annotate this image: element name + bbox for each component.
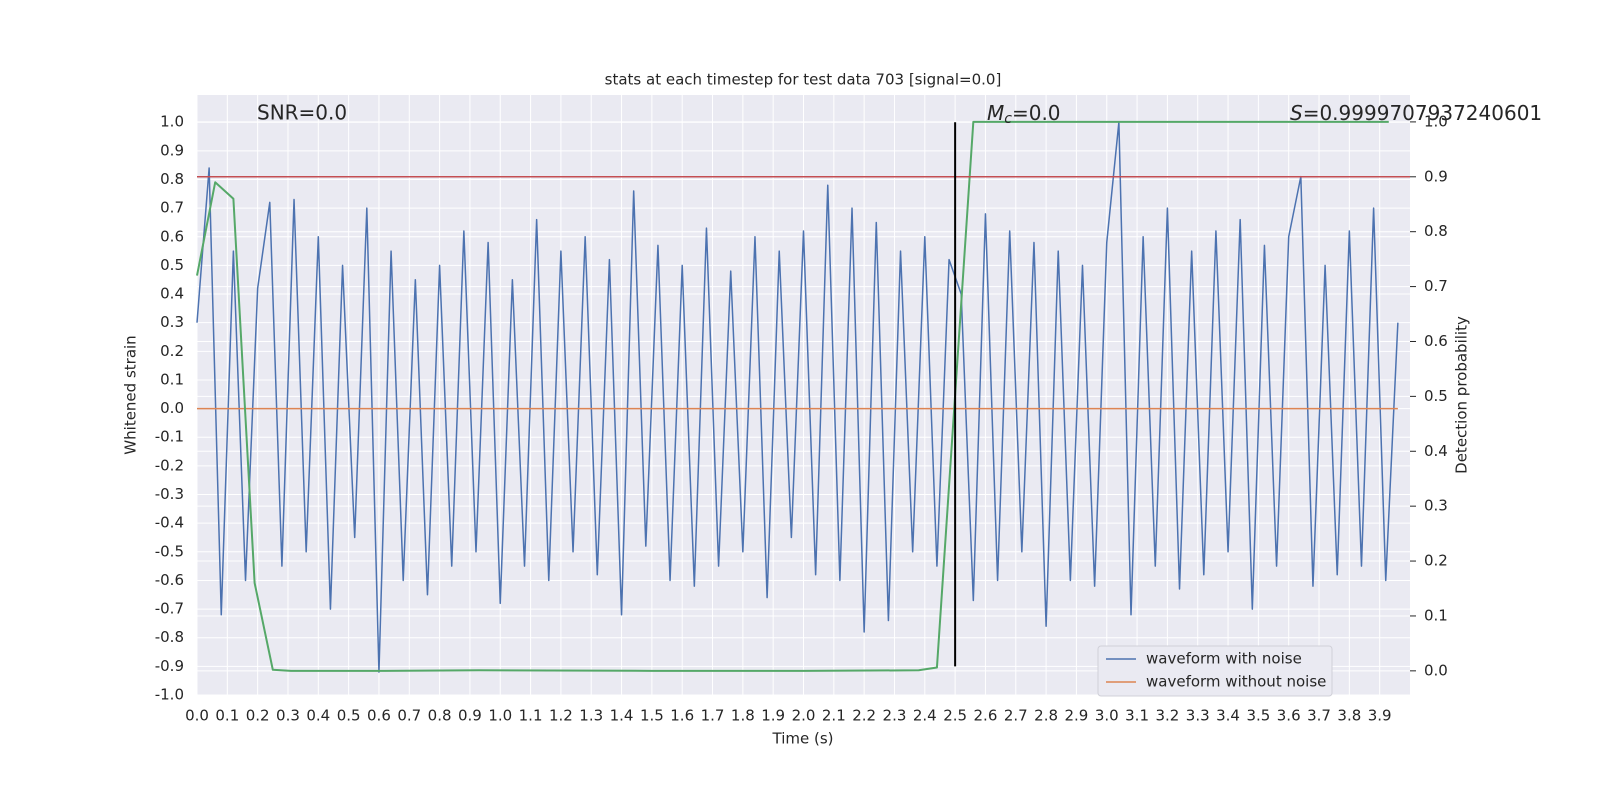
- legend-label: waveform with noise: [1146, 650, 1302, 668]
- x-tick-label: 1.6: [670, 707, 694, 725]
- y-tick-label: 0.4: [160, 285, 184, 303]
- x-axis-label: Time (s): [772, 730, 834, 748]
- y-tick-label: 0.0: [160, 399, 184, 417]
- x-tick-label: 1.5: [640, 707, 664, 725]
- y2-tick-label: 0.8: [1424, 222, 1448, 240]
- x-tick-label: 3.1: [1125, 707, 1149, 725]
- x-tick-label: 0.4: [306, 707, 330, 725]
- y2-tick-label: 0.0: [1424, 661, 1448, 679]
- x-tick-label: 3.9: [1368, 707, 1392, 725]
- y-tick-label: -0.8: [155, 628, 184, 646]
- y-tick-label: 0.6: [160, 227, 184, 245]
- s-symbol: S: [1290, 101, 1303, 125]
- x-tick-label: 0.7: [397, 707, 421, 725]
- x-tick-label: 3.3: [1186, 707, 1210, 725]
- x-tick-label: 0.6: [367, 707, 391, 725]
- x-tick-label: 1.2: [549, 707, 573, 725]
- y2-axis-label: Detection probability: [1453, 316, 1471, 474]
- x-tick-label: 1.9: [761, 707, 785, 725]
- x-tick-label: 3.5: [1246, 707, 1270, 725]
- x-tick-label: 0.3: [276, 707, 300, 725]
- s-text: =0.9999707937240601: [1303, 101, 1542, 125]
- y-tick-label: -0.5: [155, 542, 184, 560]
- x-tick-label: 1.0: [488, 707, 512, 725]
- y2-tick-label: 0.7: [1424, 277, 1448, 295]
- y-tick-label: -0.7: [155, 600, 184, 618]
- x-tick-label: 2.0: [792, 707, 816, 725]
- x-tick-label: 2.9: [1064, 707, 1088, 725]
- x-tick-label: 3.4: [1216, 707, 1240, 725]
- x-tick-label: 0.0: [185, 707, 209, 725]
- grid: [196, 95, 1410, 696]
- y2-tick-label: 0.6: [1424, 332, 1448, 350]
- x-tick-label: 2.2: [852, 707, 876, 725]
- y-tick-label: -0.6: [155, 571, 184, 589]
- y2-tick-label: 1.0: [1424, 112, 1448, 130]
- mc-annotation: Mc=0.0: [987, 101, 1061, 128]
- y2-tick-label: 0.9: [1424, 167, 1448, 185]
- x-tick-label: 3.6: [1277, 707, 1301, 725]
- y-tick-label: -0.2: [155, 456, 184, 474]
- x-tick-label: 3.8: [1337, 707, 1361, 725]
- y2-tick-label: 0.3: [1424, 497, 1448, 515]
- x-tick-label: 0.5: [337, 707, 361, 725]
- mc-subscript: c: [1004, 111, 1012, 127]
- x-tick-label: 3.0: [1095, 707, 1119, 725]
- x-tick-label: 3.7: [1307, 707, 1331, 725]
- x-tick-label: 0.8: [428, 707, 452, 725]
- x-tick-label: 1.4: [610, 707, 634, 725]
- x-tick-label: 2.8: [1034, 707, 1058, 725]
- y-tick-label: 0.8: [160, 170, 184, 188]
- x-tick-label: 1.7: [701, 707, 725, 725]
- y2-tick-label: 0.1: [1424, 606, 1448, 624]
- x-tick-label: 1.1: [519, 707, 543, 725]
- y-tick-label: 0.1: [160, 370, 184, 388]
- x-tick-label: 2.6: [974, 707, 998, 725]
- y-tick-label: -0.9: [155, 657, 184, 675]
- series-line: [196, 121, 1399, 673]
- mc-symbol: M: [987, 101, 1004, 125]
- y-tick-label: 0.3: [160, 313, 184, 331]
- x-tick-label: 2.1: [822, 707, 846, 725]
- y-tick-label: -0.4: [155, 514, 184, 532]
- legend-box: [1097, 645, 1333, 697]
- y2-tick-label: 0.5: [1424, 387, 1448, 405]
- y-tick-label: 1.0: [160, 113, 184, 131]
- x-tick-label: 2.4: [913, 707, 937, 725]
- y-tick-label: 0.2: [160, 342, 184, 360]
- mc-text: =0.0: [1012, 101, 1061, 125]
- y-tick-label: -1.0: [155, 686, 184, 704]
- x-tick-label: 2.5: [943, 707, 967, 725]
- snr-annotation: SNR=0.0: [257, 101, 347, 125]
- s-annotation: S=0.9999707937240601: [1290, 101, 1542, 125]
- x-tick-label: 0.1: [215, 707, 239, 725]
- y2-tick-label: 0.2: [1424, 552, 1448, 570]
- legend: waveform with noise waveform without nois…: [1097, 645, 1333, 697]
- x-tick-label: 1.3: [579, 707, 603, 725]
- legend-label: waveform without noise: [1146, 673, 1326, 691]
- probability-line: [196, 120, 1389, 672]
- x-tick-label: 0.2: [246, 707, 270, 725]
- chart-title: stats at each timestep for test data 703…: [605, 71, 1002, 89]
- y2-tick-label: 0.4: [1424, 442, 1448, 460]
- y-tick-label: -0.1: [155, 428, 184, 446]
- y-axis-label: Whitened strain: [122, 335, 140, 454]
- y-tick-label: -0.3: [155, 485, 184, 503]
- y-tick-label: 0.7: [160, 199, 184, 217]
- x-tick-label: 0.9: [458, 707, 482, 725]
- x-tick-label: 2.7: [1004, 707, 1028, 725]
- x-tick-label: 2.3: [883, 707, 907, 725]
- x-tick-label: 3.2: [1155, 707, 1179, 725]
- marks: [196, 120, 1410, 673]
- x-tick-label: 1.8: [731, 707, 755, 725]
- y-tick-label: 0.5: [160, 256, 184, 274]
- y-tick-label: 0.9: [160, 141, 184, 159]
